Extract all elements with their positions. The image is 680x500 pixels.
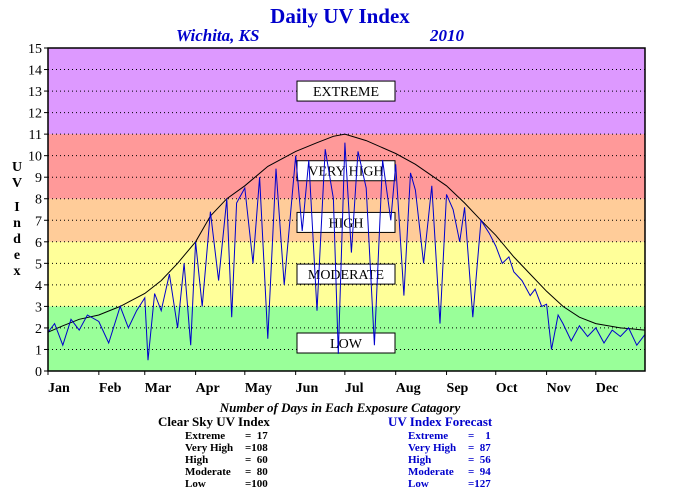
clear-sky-label: Extreme	[185, 430, 226, 442]
y-axis-label-char: I	[14, 200, 20, 215]
x-tick-label: Feb	[99, 381, 122, 396]
y-tick-label: 1	[35, 343, 42, 358]
clear-sky-label: Very High	[185, 442, 234, 454]
clear-sky-row: Very High =108	[185, 442, 305, 454]
band-label: LOW	[330, 337, 363, 352]
clear-sky-heading: Clear Sky UV Index	[158, 414, 270, 429]
band-label: VERY HIGH	[308, 165, 383, 180]
clear-sky-label: High	[185, 454, 209, 466]
y-tick-label: 4	[35, 279, 42, 294]
y-axis-label-char: x	[13, 264, 21, 279]
x-tick-label: Aug	[396, 381, 421, 396]
x-tick-label: May	[245, 381, 272, 396]
forecast-label: Very High	[408, 442, 457, 454]
y-tick-label: 15	[28, 42, 42, 57]
y-tick-label: 11	[29, 128, 42, 143]
clear-sky-label: Moderate	[185, 466, 231, 478]
y-tick-label: 2	[35, 322, 42, 337]
y-tick-label: 10	[28, 150, 42, 165]
clear-sky-row: Moderate = 80	[185, 466, 305, 478]
forecast-row: Moderate = 94	[408, 466, 528, 478]
y-axis-label-char: V	[11, 176, 23, 191]
forecast-row: High = 56	[408, 454, 528, 466]
forecast-label: High	[408, 454, 432, 466]
x-tick-label: Apr	[196, 381, 220, 396]
y-tick-label: 13	[28, 85, 42, 100]
y-tick-label: 3	[35, 300, 42, 315]
band-label: MODERATE	[308, 268, 384, 283]
forecast-value: = 56	[468, 454, 491, 466]
forecast-label: Low	[408, 478, 429, 490]
x-tick-label: Jan	[48, 381, 70, 396]
y-tick-label: 0	[35, 365, 42, 380]
clear-sky-value: =100	[245, 478, 268, 490]
y-tick-label: 6	[35, 236, 42, 251]
y-axis-label-char: d	[13, 232, 21, 247]
forecast-label: Extreme	[408, 430, 449, 442]
band-label: HIGH	[329, 216, 364, 231]
band-label: EXTREME	[313, 85, 379, 100]
x-tick-label: Mar	[145, 381, 171, 396]
x-tick-label: Sep	[447, 381, 469, 396]
x-tick-label: Dec	[596, 381, 619, 396]
clear-sky-value: =108	[245, 442, 268, 454]
clear-sky-value: = 60	[245, 454, 268, 466]
y-axis-label-char: n	[13, 216, 21, 231]
forecast-row: Very High = 87	[408, 442, 528, 454]
forecast-heading: UV Index Forecast	[388, 414, 493, 429]
clear-sky-table: Extreme = 17 Very High =108 High = 60 Moderate…	[185, 430, 305, 490]
year-label: 2010	[430, 26, 464, 45]
forecast-value: = 1	[468, 430, 491, 442]
y-tick-label: 5	[35, 257, 42, 272]
forecast-value: = 94	[468, 466, 491, 478]
forecast-table: Extreme = 1 Very High = 87 High = 56 Moderate =…	[408, 430, 528, 490]
clear-sky-value: = 80	[245, 466, 268, 478]
location-label: Wichita, KS	[176, 26, 260, 45]
band-label-box	[296, 332, 396, 354]
forecast-line	[47, 142, 646, 361]
plot-frame	[47, 47, 646, 372]
x-tick-label: Nov	[547, 381, 571, 396]
y-tick-label: 7	[35, 214, 42, 229]
clear-sky-line	[47, 133, 646, 333]
clear-sky-row: Extreme = 17	[185, 430, 305, 442]
forecast-row: Low =127	[408, 478, 528, 490]
summary-title: Number of Days in Each Exposure Catagory	[219, 400, 461, 415]
y-tick-label: 9	[35, 171, 42, 186]
band-labels: LOW MODERATE HIGH VERY HIGH EXTREME	[296, 80, 396, 354]
chart-title: Daily UV Index	[270, 4, 410, 28]
forecast-value: = 87	[468, 442, 491, 454]
y-tick-label: 8	[35, 193, 42, 208]
forecast-row: Extreme = 1	[408, 430, 528, 442]
x-tick-label: Oct	[496, 381, 518, 396]
clear-sky-value: = 17	[245, 430, 268, 442]
clear-sky-row: Low =100	[185, 478, 305, 490]
y-tick-label: 12	[28, 107, 42, 122]
band-label-box	[296, 80, 396, 102]
y-axis-label-char: U	[11, 160, 23, 175]
clear-sky-label: Low	[185, 478, 206, 490]
clear-sky-row: High = 60	[185, 454, 305, 466]
forecast-label: Moderate	[408, 466, 454, 478]
x-tick-label: Jun	[296, 381, 319, 396]
forecast-value: =127	[468, 478, 491, 490]
y-axis-label-char: e	[13, 248, 21, 263]
x-tick-label: Jul	[345, 381, 364, 396]
series-lines	[47, 133, 646, 361]
y-tick-label: 14	[28, 64, 42, 79]
